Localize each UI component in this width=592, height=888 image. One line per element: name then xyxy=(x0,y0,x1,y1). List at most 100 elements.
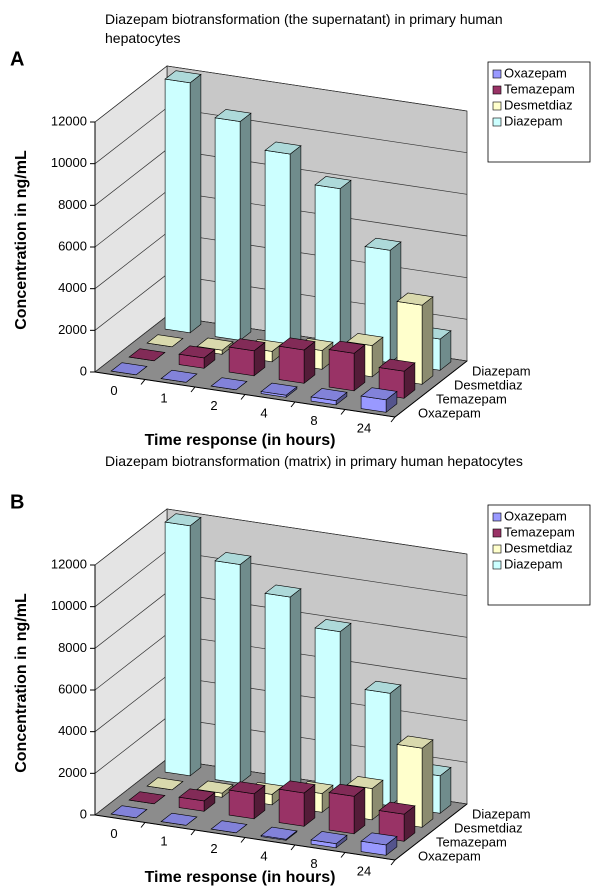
y-axis-title: Concentration in ng/mL xyxy=(13,593,30,773)
panel-label: B xyxy=(10,491,24,513)
bar xyxy=(164,70,202,334)
y-tick-label: 0 xyxy=(80,806,87,821)
bar xyxy=(264,584,302,792)
legend-box xyxy=(487,61,591,163)
x-tick-label: 0 xyxy=(110,826,117,841)
bar xyxy=(160,812,198,826)
y-tick-label: 6000 xyxy=(58,681,87,696)
bar xyxy=(228,338,266,377)
bar-top xyxy=(378,358,416,372)
bar-front xyxy=(278,788,305,827)
legend-label: Desmetdiaz xyxy=(504,97,573,112)
bar-top xyxy=(210,377,248,391)
bar-top xyxy=(110,805,148,819)
legend-swatch xyxy=(492,69,502,79)
legend-swatch xyxy=(492,560,502,570)
legend-swatch xyxy=(492,544,502,554)
bar-top xyxy=(396,735,434,749)
depth-label: Diazepam xyxy=(472,806,531,821)
legend-label: Temazepam xyxy=(504,524,575,539)
bar xyxy=(214,109,252,341)
bar-top xyxy=(196,337,234,351)
depth-axis xyxy=(394,803,468,861)
y-tick-label: 10000 xyxy=(51,598,87,613)
x-tick xyxy=(340,409,346,415)
x-tick xyxy=(290,844,296,851)
x-tick xyxy=(240,837,246,843)
y-tick-label: 8000 xyxy=(58,197,87,212)
bar-top xyxy=(210,820,248,834)
bar-top xyxy=(378,801,416,815)
bar xyxy=(360,387,398,413)
bar xyxy=(110,362,148,376)
bar-front xyxy=(264,592,291,792)
x-tick xyxy=(140,379,146,385)
bar-side xyxy=(189,516,202,777)
legend-label: Temazepam xyxy=(504,81,575,96)
y-tick-label: 2000 xyxy=(58,765,87,780)
depth-label: Oxazepam xyxy=(418,848,481,863)
bar-front xyxy=(228,789,255,820)
bar-top xyxy=(178,788,216,802)
bar-top xyxy=(160,369,198,383)
bar-side xyxy=(239,112,252,341)
bar-front xyxy=(314,184,341,356)
x-tick xyxy=(140,822,146,828)
x-tick-label: 0 xyxy=(110,383,117,398)
bar-top xyxy=(196,780,234,794)
bar-top xyxy=(260,382,298,396)
bar xyxy=(264,141,302,349)
y-tick-label: 12000 xyxy=(51,556,87,571)
y-tick-label: 4000 xyxy=(58,723,87,738)
bar-side xyxy=(289,588,302,792)
bar-top xyxy=(164,513,202,527)
bar xyxy=(146,334,184,348)
bar xyxy=(128,348,166,362)
legend-label: Oxazepam xyxy=(504,65,567,80)
bar-side xyxy=(289,145,302,349)
bar xyxy=(314,176,352,356)
bar-top xyxy=(346,333,384,346)
bar-top xyxy=(178,345,216,359)
x-tick xyxy=(340,852,346,858)
bar xyxy=(328,783,366,835)
y-tick-label: 4000 xyxy=(58,280,87,295)
x-tick-label: 1 xyxy=(160,391,167,406)
bar-front xyxy=(264,149,291,349)
y-tick-label: 6000 xyxy=(58,238,87,253)
chart-title: Diazepam biotransformation (matrix) in p… xyxy=(105,453,523,469)
bar xyxy=(360,832,398,856)
bar-top xyxy=(396,292,434,306)
bar-top xyxy=(146,777,184,791)
bar-top xyxy=(360,387,398,401)
x-tick xyxy=(240,394,246,400)
bar xyxy=(378,801,416,842)
bar-top xyxy=(260,826,298,840)
bar-top xyxy=(264,141,302,155)
legend-box xyxy=(487,504,591,606)
bar-top xyxy=(110,362,148,376)
depth-label: Diazepam xyxy=(472,363,531,378)
x-tick xyxy=(390,859,396,866)
x-tick-label: 8 xyxy=(310,856,317,871)
depth-label: Oxazepam xyxy=(418,405,481,420)
panel-label: A xyxy=(10,48,24,70)
x-tick xyxy=(190,386,196,393)
legend-swatch xyxy=(492,528,502,538)
bar xyxy=(128,791,166,805)
bar-front xyxy=(164,521,191,777)
bar-top xyxy=(278,337,316,351)
bar-top xyxy=(328,783,366,797)
x-tick xyxy=(390,416,396,423)
bar xyxy=(164,513,202,777)
bar-top xyxy=(364,680,402,694)
y-tick-label: 10000 xyxy=(51,155,87,170)
bar-top xyxy=(364,237,402,251)
bar xyxy=(214,552,252,784)
bar xyxy=(314,619,352,799)
bar-front xyxy=(228,346,255,377)
bar-top xyxy=(310,388,348,402)
bar xyxy=(178,788,216,812)
bar xyxy=(228,781,266,820)
